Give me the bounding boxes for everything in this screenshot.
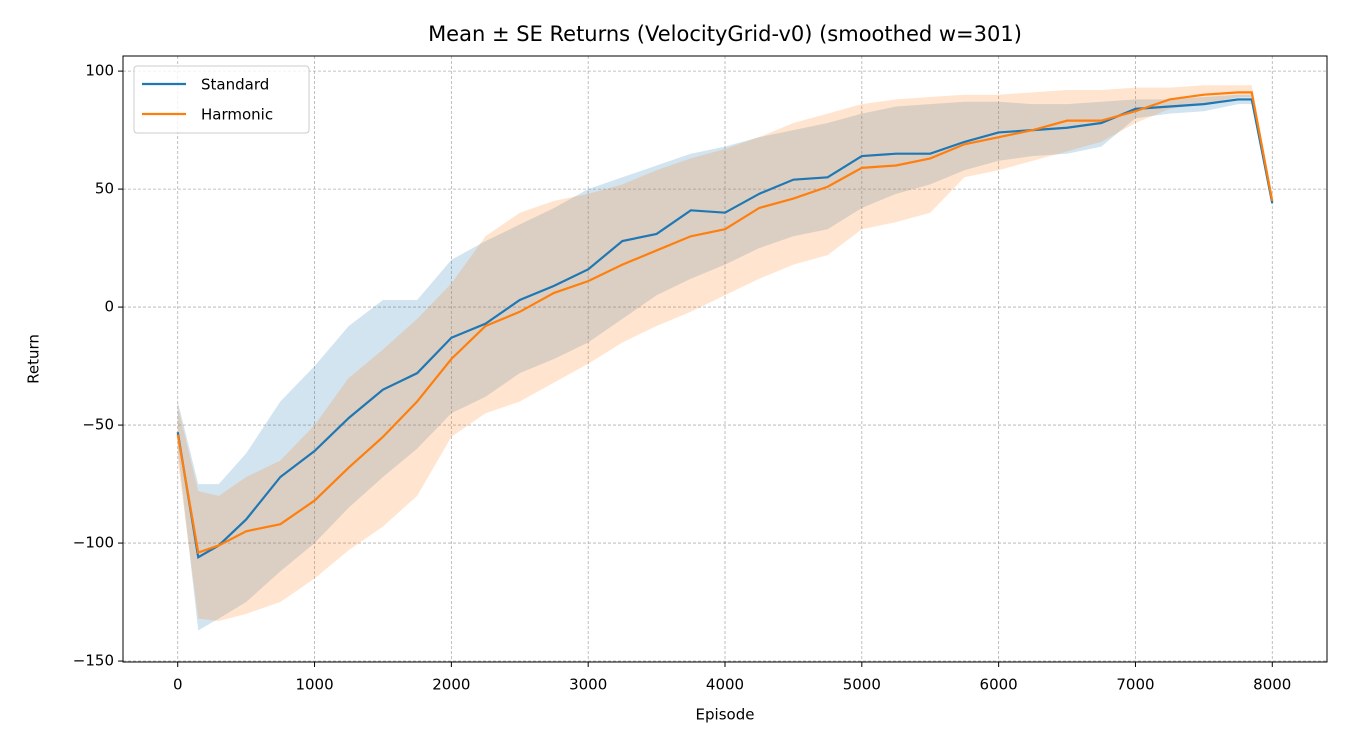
x-tick-label: 6000 (980, 676, 1018, 694)
x-tick-label: 8000 (1253, 676, 1291, 694)
x-tick-label: 4000 (706, 676, 744, 694)
se-band (177, 94, 1273, 631)
legend-label: Standard (201, 76, 269, 94)
y-axis-label: Return (25, 334, 43, 384)
x-tick-label: 2000 (432, 676, 470, 694)
x-tick-label: 0 (173, 676, 183, 694)
legend: Standard Harmonic (133, 65, 310, 134)
x-tick-label: 7000 (1116, 676, 1154, 694)
x-tick-label: 3000 (569, 676, 607, 694)
y-tick-label: 50 (95, 180, 114, 198)
y-tick-label: −100 (73, 534, 114, 552)
x-axis-label: Episode (696, 706, 755, 724)
se-band (177, 85, 1273, 621)
y-tick-label: 0 (104, 298, 114, 316)
y-tick-label: −150 (73, 652, 114, 670)
chart-title: Mean ± SE Returns (VelocityGrid-v0) (smo… (428, 22, 1022, 46)
series-line (176, 91, 1274, 554)
x-tick-label: 5000 (843, 676, 881, 694)
plot-frame (122, 55, 1328, 663)
x-tick-label: 1000 (295, 676, 333, 694)
legend-box (133, 65, 310, 134)
legend-label: Harmonic (201, 106, 273, 124)
y-tick-label: 100 (85, 62, 114, 80)
y-tick-label: −50 (82, 416, 114, 434)
